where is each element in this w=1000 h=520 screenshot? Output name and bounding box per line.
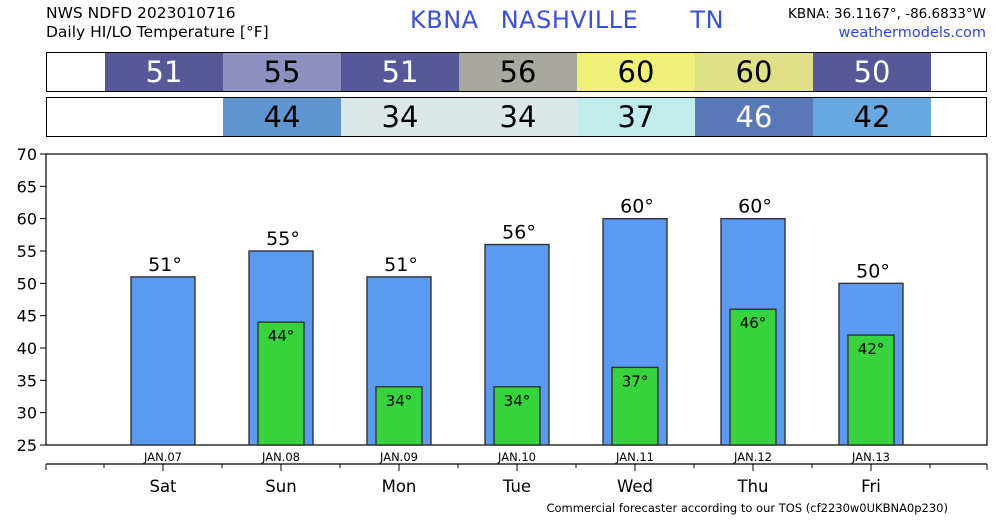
date-label: JAN.10 bbox=[497, 450, 536, 464]
high-temp-label: 60° bbox=[620, 196, 654, 218]
low-temp-cell: 46 bbox=[695, 98, 813, 136]
high-temp-strip: 51 55 51 56 60 60 50 bbox=[46, 52, 987, 92]
low-temp-label: 37° bbox=[622, 372, 649, 390]
high-temp-cell: 50 bbox=[813, 53, 931, 91]
date-label: JAN.12 bbox=[733, 450, 772, 464]
y-tick-label: 45 bbox=[17, 307, 37, 326]
low-temp-label: 44° bbox=[268, 327, 295, 345]
high-temp-cell: 55 bbox=[223, 53, 341, 91]
low-temp-label: 42° bbox=[858, 340, 885, 358]
y-tick-label: 70 bbox=[17, 145, 37, 164]
date-label: JAN.11 bbox=[615, 450, 654, 464]
high-temp-cell: 60 bbox=[695, 53, 813, 91]
low-temp-cell: 37 bbox=[577, 98, 695, 136]
y-tick-label: 50 bbox=[17, 274, 37, 293]
high-temp-label: 55° bbox=[266, 228, 300, 250]
low-temp-cell: 42 bbox=[813, 98, 931, 136]
y-tick-label: 30 bbox=[17, 404, 37, 423]
day-label: Mon bbox=[382, 477, 417, 496]
day-label: Fri bbox=[861, 477, 881, 496]
y-tick-label: 35 bbox=[17, 371, 37, 390]
date-label: JAN.08 bbox=[261, 450, 300, 464]
run-label: NWS NDFD 2023010716 bbox=[46, 4, 236, 22]
low-temp-cell: 44 bbox=[223, 98, 341, 136]
low-temp-label: 34° bbox=[504, 392, 531, 410]
date-label: JAN.07 bbox=[143, 450, 182, 464]
high-temp-cell: 56 bbox=[459, 53, 577, 91]
high-temp-cell: 60 bbox=[577, 53, 695, 91]
y-tick-label: 60 bbox=[17, 210, 37, 229]
chart-header-right: KBNA: 36.1167°, -86.6833°W weathermodels… bbox=[788, 5, 986, 43]
high-temp-label: 56° bbox=[502, 222, 536, 244]
low-temp-bar bbox=[611, 366, 659, 446]
day-label: Tue bbox=[502, 477, 531, 496]
low-temp-cell: 34 bbox=[459, 98, 577, 136]
low-temp-bar bbox=[847, 334, 895, 446]
state-name: TN bbox=[690, 6, 725, 34]
site-link[interactable]: weathermodels.com bbox=[838, 25, 986, 41]
high-temp-label: 50° bbox=[856, 260, 890, 282]
low-temp-bar bbox=[729, 308, 777, 446]
day-label: Thu bbox=[737, 477, 769, 496]
footer-note: Commercial forecaster according to our T… bbox=[546, 501, 948, 515]
low-temp-cell: 34 bbox=[341, 98, 459, 136]
low-temp-bar bbox=[375, 386, 423, 446]
day-label: Sat bbox=[149, 477, 177, 496]
y-tick-label: 55 bbox=[17, 242, 37, 261]
high-temp-label: 51° bbox=[384, 254, 418, 276]
high-temp-cell: 51 bbox=[105, 53, 223, 91]
low-temp-bar bbox=[257, 321, 305, 446]
low-temp-label: 46° bbox=[740, 314, 767, 332]
date-label: JAN.13 bbox=[851, 450, 890, 464]
high-temp-label: 51° bbox=[148, 254, 182, 276]
high-temp-label: 60° bbox=[738, 196, 772, 218]
date-label: JAN.09 bbox=[379, 450, 418, 464]
high-temp-cell: 51 bbox=[341, 53, 459, 91]
station-id: KBNA bbox=[410, 6, 479, 34]
day-label: Wed bbox=[617, 477, 653, 496]
low-temp-strip: 44 34 34 37 46 42 bbox=[46, 97, 987, 137]
station-coords: KBNA: 36.1167°, -86.6833°W bbox=[787, 6, 986, 22]
city-name: NASHVILLE bbox=[500, 6, 639, 34]
y-tick-label: 25 bbox=[17, 436, 37, 455]
day-label: Sun bbox=[265, 477, 296, 496]
chart-header-left: NWS NDFD 2023010716 Daily HI/LO Temperat… bbox=[46, 4, 269, 42]
low-temp-label: 34° bbox=[386, 392, 413, 410]
location-title: KBNA NASHVILLE TN bbox=[410, 6, 738, 34]
product-label: Daily HI/LO Temperature [°F] bbox=[46, 23, 269, 41]
low-temp-bar bbox=[493, 386, 541, 446]
y-tick-label: 65 bbox=[17, 177, 37, 196]
high-temp-bar bbox=[130, 276, 196, 446]
y-tick-label: 40 bbox=[17, 339, 37, 358]
